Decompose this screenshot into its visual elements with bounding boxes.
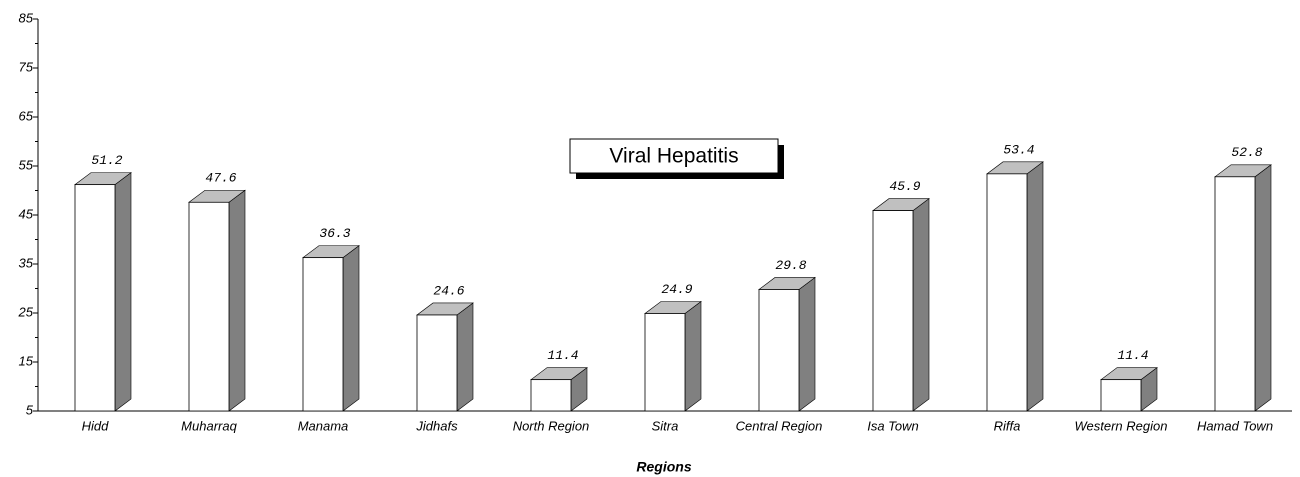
x-tick-label: Hidd: [82, 418, 110, 433]
value-label: 11.4: [1117, 348, 1148, 363]
x-tick-label: Riffa: [994, 418, 1021, 433]
bar: [302, 257, 344, 412]
bar: [644, 313, 686, 412]
bar: [872, 210, 914, 412]
value-label: 53.4: [1003, 142, 1034, 157]
bar: [986, 173, 1028, 412]
x-tick-label: North Region: [513, 418, 590, 433]
x-tick-label: Muharraq: [181, 418, 237, 433]
y-tick-label: 25: [18, 304, 34, 319]
bar-side: [1026, 161, 1044, 412]
bar: [1100, 379, 1142, 412]
bar: [188, 201, 230, 412]
x-tick-label: Central Region: [736, 418, 823, 433]
bar-side: [342, 245, 360, 412]
bar-side: [798, 276, 816, 412]
bar-side: [912, 197, 930, 412]
value-label: 24.9: [661, 282, 692, 297]
x-axis-title: Regions: [636, 459, 691, 475]
y-tick-label: 45: [19, 206, 34, 221]
chart-title: Viral Hepatitis: [609, 145, 738, 168]
y-tick-label: 35: [19, 255, 34, 270]
value-label: 29.8: [775, 258, 806, 273]
x-tick-label: Isa Town: [867, 418, 919, 433]
y-tick-label: 5: [26, 402, 34, 417]
bar: [416, 314, 458, 412]
y-tick-label: 75: [19, 59, 34, 74]
y-tick-label: 85: [19, 10, 34, 25]
bar-side: [1254, 164, 1272, 412]
bar: [530, 379, 572, 412]
x-tick-label: Western Region: [1075, 418, 1168, 433]
bar: [1214, 176, 1256, 412]
value-label: 45.9: [889, 179, 920, 194]
x-tick-label: Jidhafs: [415, 418, 458, 433]
x-tick-label: Sitra: [652, 418, 679, 433]
bar-side: [228, 189, 246, 412]
x-tick-label: Hamad Town: [1197, 418, 1273, 433]
value-label: 51.2: [91, 153, 122, 168]
title-box: [569, 138, 779, 174]
value-label: 11.4: [547, 348, 578, 363]
x-tick-label: Manama: [298, 418, 349, 433]
bar: [758, 289, 800, 412]
value-label: 52.8: [1231, 145, 1262, 160]
bar: [74, 184, 116, 412]
value-label: 47.6: [205, 171, 236, 186]
value-label: 24.6: [433, 283, 464, 298]
bar-side: [684, 300, 702, 412]
value-label: 36.3: [319, 226, 350, 241]
bar-side: [456, 302, 474, 412]
y-tick-label: 15: [19, 353, 34, 368]
bar-side: [114, 172, 132, 412]
y-tick-label: 65: [19, 108, 34, 123]
y-tick-label: 55: [19, 157, 34, 172]
